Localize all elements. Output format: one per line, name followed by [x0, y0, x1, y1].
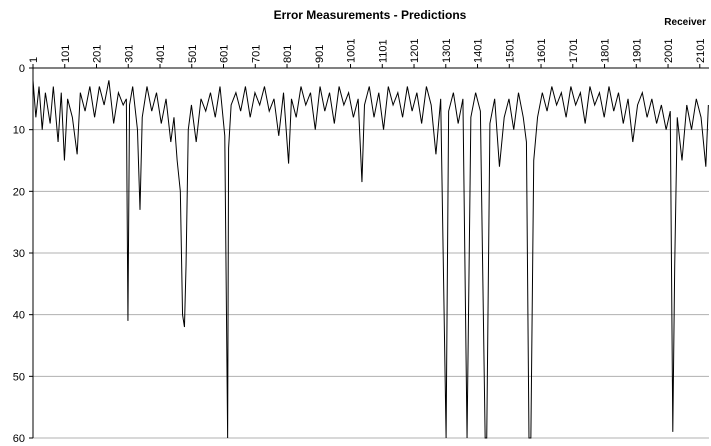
x-tick-label: 1501 [504, 39, 516, 63]
x-tick-label: 2101 [695, 39, 707, 63]
x-tick-label: 1001 [346, 39, 358, 63]
x-tick-label: 401 [155, 45, 167, 63]
data-line [32, 80, 709, 439]
x-axis-label: Receiver [664, 17, 706, 28]
y-tick-label: 10 [13, 125, 25, 137]
y-tick-label: 40 [13, 310, 25, 322]
y-tick-label: 0 [19, 63, 25, 75]
x-tick-label: 1901 [631, 39, 643, 63]
x-tick-label: 601 [219, 45, 231, 63]
x-tick-label: 301 [123, 45, 135, 63]
chart-title: Error Measurements - Predictions [274, 8, 467, 22]
x-tick-label: 901 [314, 45, 326, 63]
y-tick-label: 50 [13, 371, 25, 383]
x-tick-label: 1201 [409, 39, 421, 63]
x-tick-label: 801 [282, 45, 294, 63]
x-tick-label: 1401 [473, 39, 485, 63]
x-tick-label: 1801 [600, 39, 612, 63]
x-tick-label: 2001 [663, 39, 675, 63]
x-tick-label: 1701 [568, 39, 580, 63]
x-tick-label: 1601 [536, 39, 548, 63]
x-tick-label: 501 [187, 45, 199, 63]
x-tick-label: 201 [92, 45, 104, 63]
x-tick-label: 1301 [441, 39, 453, 63]
y-tick-label: 60 [13, 433, 25, 445]
x-tick-label: 101 [60, 45, 72, 63]
y-tick-label: 30 [13, 248, 25, 260]
y-tick-label: 20 [13, 186, 25, 198]
x-tick-label: 1 [28, 57, 40, 63]
x-tick-label: 701 [250, 45, 262, 63]
x-tick-label: 1101 [377, 39, 389, 63]
